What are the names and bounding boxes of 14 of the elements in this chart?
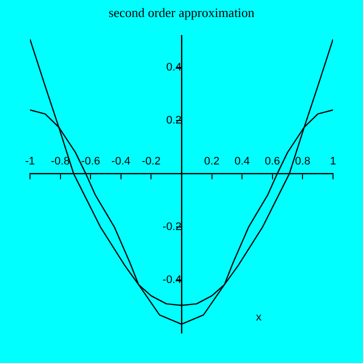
y-tick-label: -0.2: [162, 220, 182, 233]
x-tick-label: 0.6: [264, 155, 280, 168]
x-tick-label: -0.8: [50, 155, 70, 168]
y-tick-label: 0.2: [166, 114, 182, 127]
x-axis-title: x: [256, 312, 262, 324]
x-tick-label: 0.4: [234, 155, 250, 168]
x-tick-label: -0.4: [111, 155, 130, 168]
x-tick-label: 1: [330, 155, 336, 168]
chart-title: second order approximation: [108, 5, 255, 20]
x-tick-label: 0.2: [204, 155, 220, 168]
x-tick-label: -1: [25, 155, 35, 168]
x-tick-label: -0.2: [142, 155, 161, 168]
x-tick-label: -0.6: [81, 155, 100, 168]
x-tick-label: 0.8: [295, 155, 310, 168]
